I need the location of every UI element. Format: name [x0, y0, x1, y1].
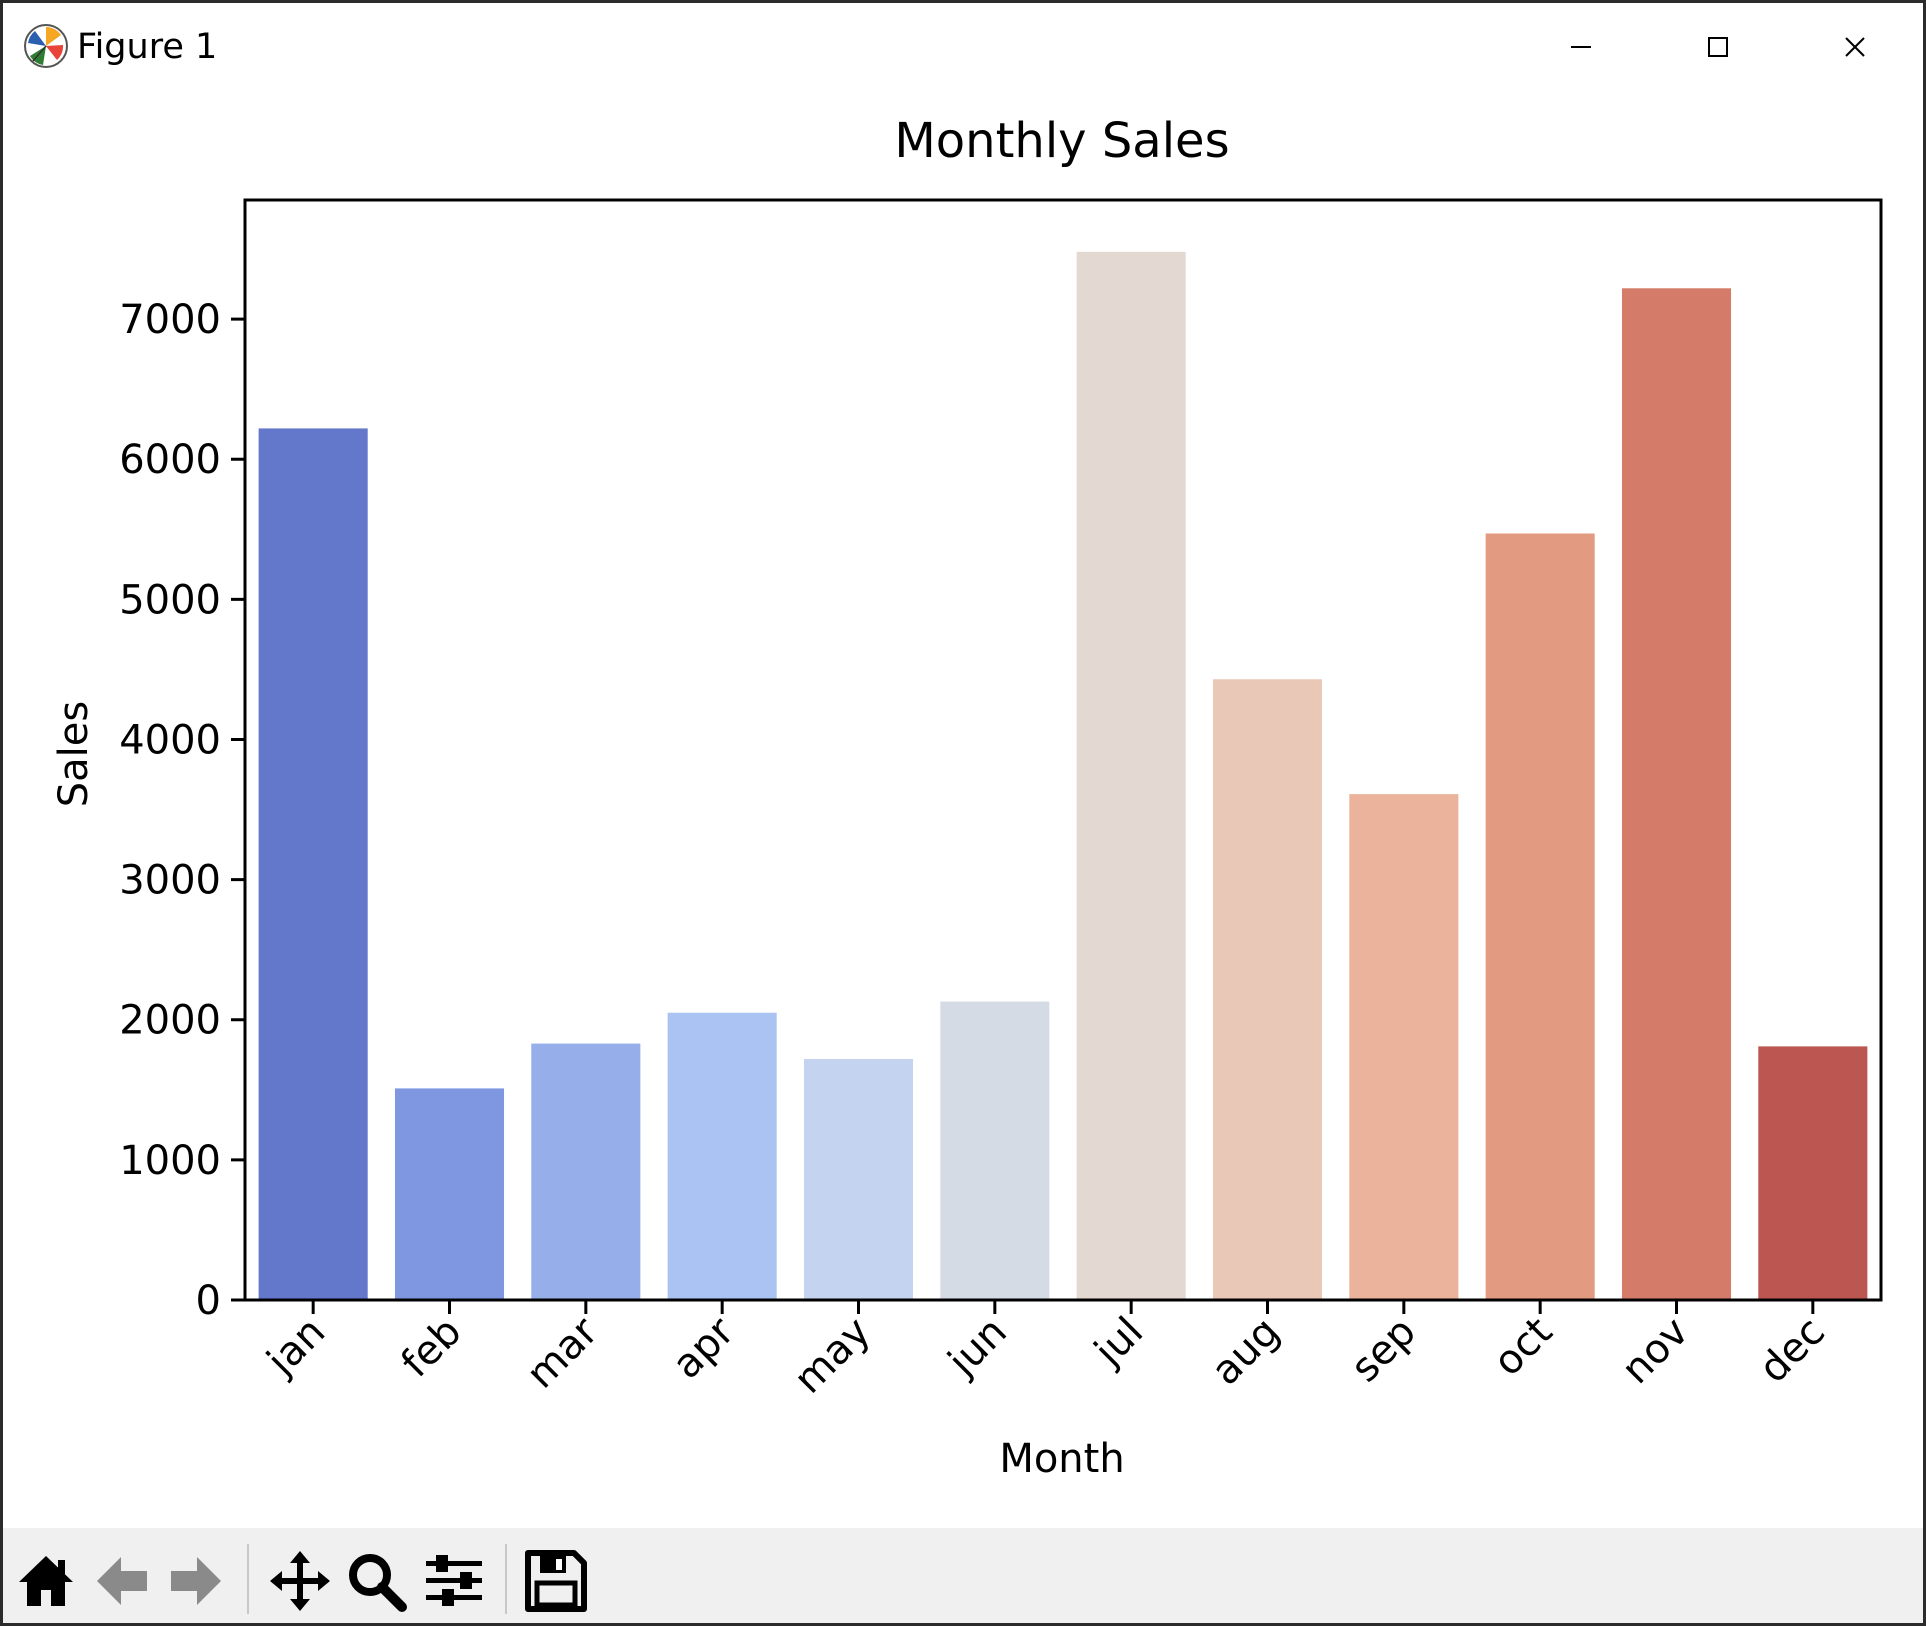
- title-bar[interactable]: Figure 1: [3, 3, 1923, 91]
- bar-jun: [940, 1001, 1050, 1300]
- bar-oct: [1485, 533, 1595, 1300]
- save-button[interactable]: [521, 1546, 591, 1616]
- chart-title: Monthly Sales: [894, 113, 1229, 169]
- x-tick-label-oct: oct: [1485, 1309, 1561, 1385]
- close-button[interactable]: [1805, 13, 1905, 81]
- bar-sep: [1349, 794, 1459, 1300]
- x-tick-label-nov: nov: [1613, 1309, 1697, 1393]
- bar-mar: [531, 1043, 641, 1300]
- pan-button[interactable]: [265, 1546, 335, 1616]
- maximize-button[interactable]: [1668, 13, 1768, 81]
- bar-feb: [394, 1088, 505, 1300]
- bar-nov: [1621, 288, 1732, 1300]
- window-title: Figure 1: [77, 27, 218, 67]
- minimize-icon: [1571, 46, 1591, 48]
- x-tick-label-sep: sep: [1342, 1309, 1425, 1392]
- back-button[interactable]: [87, 1546, 157, 1616]
- x-tick-label-jan: jan: [258, 1309, 334, 1385]
- x-tick-label-dec: dec: [1750, 1309, 1833, 1392]
- x-tick-label-jul: jul: [1085, 1309, 1152, 1376]
- x-axis-label: Month: [999, 1436, 1124, 1482]
- x-tick-label-feb: feb: [393, 1309, 471, 1387]
- bar-jan: [258, 428, 368, 1300]
- y-tick-label: 4000: [119, 717, 221, 763]
- zoom-icon: [349, 1554, 407, 1612]
- y-axis-label: Sales: [51, 701, 97, 807]
- home-icon: [19, 1556, 73, 1606]
- y-tick-label: 0: [196, 1278, 221, 1324]
- y-tick-label: 1000: [119, 1138, 221, 1184]
- forward-button[interactable]: [161, 1546, 231, 1616]
- y-tick-label: 3000: [119, 858, 221, 904]
- toolbar-separator: [247, 1544, 249, 1614]
- pan-icon: [270, 1551, 330, 1611]
- bar-chart: Monthly Sales Sales Month 0 1000 2000 3000 4…: [51, 113, 1883, 1482]
- close-icon: [1845, 37, 1865, 57]
- bar-aug: [1212, 679, 1323, 1300]
- forward-arrow-icon: [171, 1557, 221, 1605]
- x-tick-label-jun: jun: [939, 1309, 1016, 1386]
- toolbar-separator: [505, 1544, 507, 1614]
- bar-jul: [1076, 251, 1186, 1300]
- matplotlib-logo-icon: [24, 24, 68, 68]
- y-tick-label: 6000: [119, 437, 221, 483]
- x-tick-label-may: may: [785, 1309, 879, 1403]
- bar-may: [803, 1058, 914, 1300]
- zoom-button[interactable]: [341, 1546, 411, 1616]
- navigation-toolbar: [3, 1528, 1923, 1623]
- maximize-icon: [1708, 37, 1728, 57]
- back-arrow-icon: [97, 1557, 147, 1605]
- x-tick-label-mar: mar: [518, 1308, 607, 1397]
- configure-subplots-icon: [426, 1555, 482, 1606]
- x-tick-label-apr: apr: [664, 1308, 744, 1388]
- y-tick-label: 2000: [119, 998, 221, 1044]
- home-button[interactable]: [11, 1546, 81, 1616]
- plot-frame: [243, 198, 1883, 1302]
- minimize-button[interactable]: [1531, 13, 1631, 81]
- save-icon: [525, 1550, 587, 1612]
- figure-canvas[interactable]: Monthly Sales Sales Month 0 1000 2000 3000 4…: [3, 91, 1923, 1528]
- configure-subplots-button[interactable]: [419, 1546, 489, 1616]
- bar-dec: [1758, 1046, 1868, 1300]
- y-tick-label: 7000: [119, 297, 221, 343]
- x-tick-label-aug: aug: [1203, 1309, 1289, 1395]
- y-tick-label: 5000: [119, 577, 221, 623]
- bar-apr: [667, 1012, 777, 1300]
